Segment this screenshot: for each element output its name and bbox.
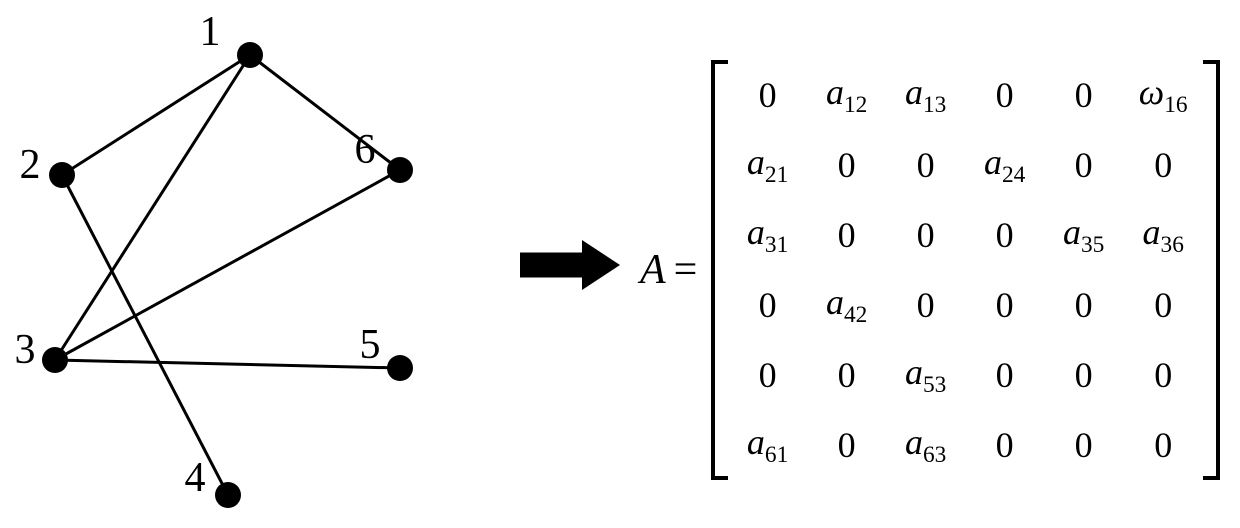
matrix-lhs: A = bbox=[640, 246, 703, 294]
graph-node-label: 6 bbox=[355, 126, 376, 174]
matrix-cell: a24 bbox=[965, 130, 1044, 200]
matrix-cell: 0 bbox=[1044, 340, 1123, 410]
graph-node-label: 4 bbox=[185, 454, 206, 502]
matrix-cell: 0 bbox=[1044, 60, 1123, 130]
matrix-wrap: 0a12a1300ω16a2100a2400a31000a35a360a4200… bbox=[711, 60, 1220, 480]
matrix-cell: 0 bbox=[886, 200, 965, 270]
matrix-cell: 0 bbox=[965, 410, 1044, 480]
graph-edge bbox=[55, 55, 250, 360]
matrix-cell: 0 bbox=[728, 340, 807, 410]
matrix-cell: 0 bbox=[886, 130, 965, 200]
graph-node-label: 5 bbox=[360, 321, 381, 369]
matrix-cell: 0 bbox=[965, 340, 1044, 410]
left-bracket bbox=[711, 60, 728, 480]
matrix-row: a2100a2400 bbox=[728, 130, 1203, 200]
graph-edge bbox=[55, 170, 400, 360]
matrix-cell: 0 bbox=[807, 340, 886, 410]
matrix-cell: a13 bbox=[886, 60, 965, 130]
graph-area: 1 2 3 4 5 6 bbox=[0, 0, 500, 528]
matrix-cell: 0 bbox=[1044, 410, 1123, 480]
matrix-cell: a53 bbox=[886, 340, 965, 410]
arrow-shape bbox=[520, 240, 620, 290]
graph-node-label: 3 bbox=[15, 326, 36, 374]
matrix-cell: 0 bbox=[965, 60, 1044, 130]
matrix-row: a610a63000 bbox=[728, 410, 1203, 480]
matrix-cell: 0 bbox=[1044, 270, 1123, 340]
matrix-cell: a36 bbox=[1123, 200, 1203, 270]
matrix-table: 0a12a1300ω16a2100a2400a31000a35a360a4200… bbox=[728, 60, 1203, 480]
matrix-cell: 0 bbox=[728, 60, 807, 130]
graph-edges-svg bbox=[0, 0, 500, 528]
matrix-cell: 0 bbox=[1123, 270, 1203, 340]
matrix-symbol: A bbox=[640, 246, 666, 294]
graph-edge bbox=[62, 55, 250, 175]
matrix-cell: a42 bbox=[807, 270, 886, 340]
graph-node bbox=[215, 482, 241, 508]
equals-sign: = bbox=[674, 246, 698, 294]
matrix-cell: ω16 bbox=[1123, 60, 1203, 130]
matrix-cell: 0 bbox=[1044, 130, 1123, 200]
graph-edge bbox=[62, 175, 228, 495]
graph-edge bbox=[55, 360, 400, 368]
graph-edge bbox=[250, 55, 400, 170]
matrix-cell: 0 bbox=[807, 200, 886, 270]
figure-canvas: 123456 A = 0a12a1300ω16a2100a2400a31000a… bbox=[0, 0, 1240, 528]
matrix-cell: 0 bbox=[807, 410, 886, 480]
graph-node bbox=[49, 162, 75, 188]
graph-node bbox=[237, 42, 263, 68]
right-bracket bbox=[1203, 60, 1220, 480]
matrix-row: 00a53000 bbox=[728, 340, 1203, 410]
matrix-cell: a31 bbox=[728, 200, 807, 270]
arrow-icon bbox=[520, 240, 620, 290]
matrix-row: 0a420000 bbox=[728, 270, 1203, 340]
graph-node-label: 1 bbox=[200, 8, 221, 56]
matrix-cell: 0 bbox=[728, 270, 807, 340]
matrix-area: A = 0a12a1300ω16a2100a2400a31000a35a360a… bbox=[640, 40, 1220, 500]
matrix-cell: 0 bbox=[1123, 340, 1203, 410]
matrix-cell: a61 bbox=[728, 410, 807, 480]
graph-node bbox=[387, 157, 413, 183]
matrix-cell: 0 bbox=[807, 130, 886, 200]
matrix-cell: a35 bbox=[1044, 200, 1123, 270]
matrix-cell: 0 bbox=[1123, 130, 1203, 200]
matrix-cell: 0 bbox=[965, 270, 1044, 340]
graph-node bbox=[42, 347, 68, 373]
matrix-row: 0a12a1300ω16 bbox=[728, 60, 1203, 130]
matrix-cell: a12 bbox=[807, 60, 886, 130]
matrix-cell: 0 bbox=[1123, 410, 1203, 480]
matrix-cell: a21 bbox=[728, 130, 807, 200]
matrix-row: a31000a35a36 bbox=[728, 200, 1203, 270]
matrix-cell: 0 bbox=[965, 200, 1044, 270]
graph-node-label: 2 bbox=[20, 141, 41, 189]
matrix-cell: 0 bbox=[886, 270, 965, 340]
matrix-cell: a63 bbox=[886, 410, 965, 480]
graph-node bbox=[387, 355, 413, 381]
